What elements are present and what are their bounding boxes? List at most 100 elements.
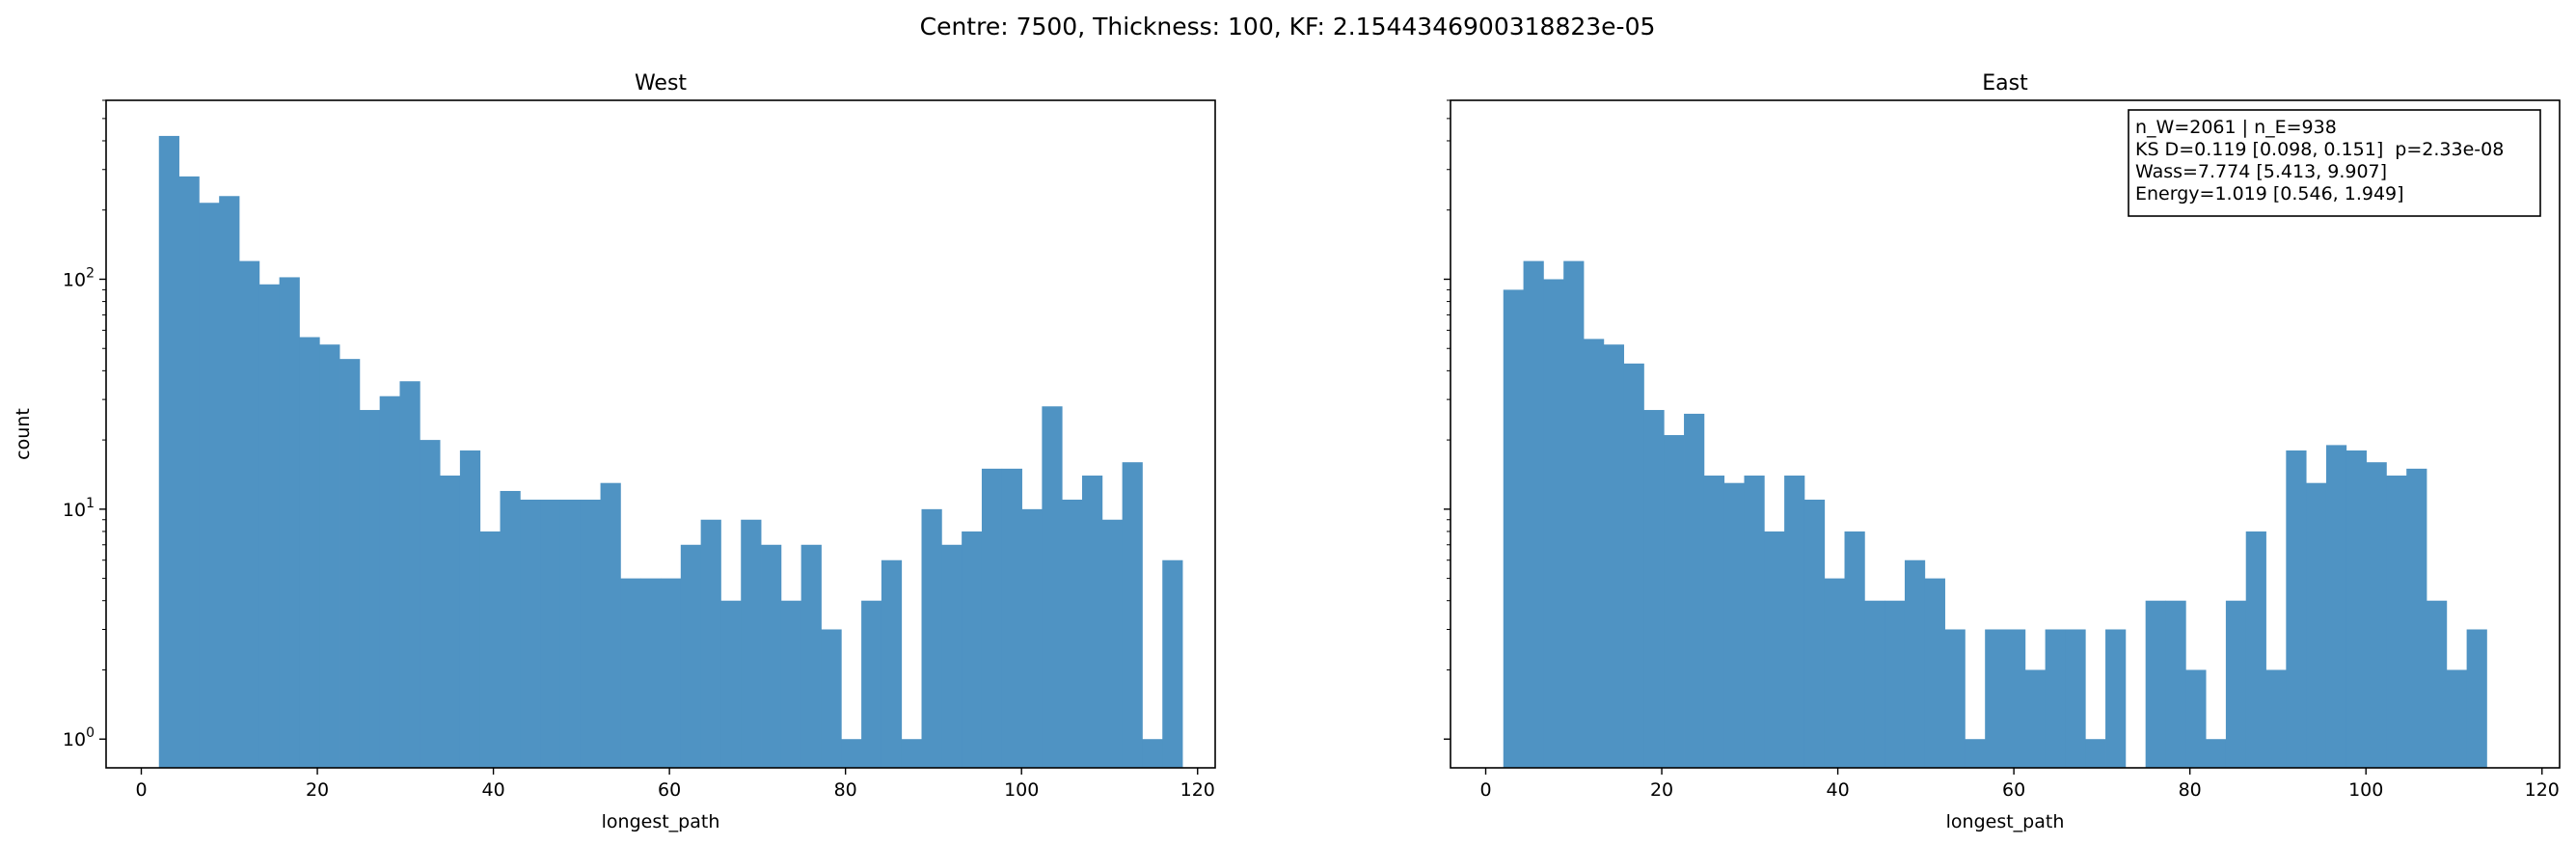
x-tick-label: 120 <box>2525 779 2560 801</box>
x-tick-label: 60 <box>2002 779 2025 801</box>
bar <box>1162 559 1183 768</box>
bar <box>1503 289 1524 768</box>
bar <box>780 600 802 768</box>
bar <box>2105 629 2127 768</box>
bar <box>640 578 662 768</box>
bar <box>2346 450 2367 768</box>
bar <box>379 395 400 768</box>
bar <box>1563 260 1585 768</box>
bar <box>559 499 582 768</box>
bar <box>219 196 240 768</box>
bar <box>2165 600 2186 768</box>
bar <box>1623 363 1644 768</box>
x-tick-label: 80 <box>834 779 857 801</box>
bar <box>2024 669 2047 768</box>
bar <box>1643 410 1665 768</box>
bar <box>1924 578 1945 768</box>
bar <box>2206 739 2227 768</box>
bar <box>440 476 461 768</box>
bar <box>981 468 1003 768</box>
bar <box>479 531 501 768</box>
bar <box>921 508 942 768</box>
bar <box>1985 629 2006 768</box>
bar <box>319 344 340 768</box>
x-tick-label: 20 <box>306 779 329 801</box>
bar <box>279 277 300 768</box>
x-tick-label: 120 <box>1180 779 1215 801</box>
bar <box>580 499 601 768</box>
bar <box>1042 406 1063 768</box>
bar <box>2386 476 2407 768</box>
bar <box>1723 482 1745 768</box>
bar <box>520 499 541 768</box>
bar <box>1764 531 1785 768</box>
histogram-west: 0 20 40 60 80 100 120 100 101 102 West longest_path… <box>13 71 1216 832</box>
bar <box>1904 559 1926 768</box>
bar <box>2466 629 2487 768</box>
bar <box>841 739 862 768</box>
stats-box: n_W=2061 | n_E=938 KS D=0.119 [0.098, 0.… <box>2128 109 2541 217</box>
x-tick-label: 100 <box>1004 779 1039 801</box>
y-axis-label: count <box>13 408 34 460</box>
bar <box>2065 629 2086 768</box>
panel-title: West <box>635 71 687 95</box>
stats-line-3: Wass=7.774 [5.413, 9.907] <box>2135 161 2387 182</box>
bar <box>339 359 361 768</box>
bar <box>1122 462 1143 768</box>
bar <box>2406 468 2427 768</box>
bar <box>1784 476 1805 768</box>
bar <box>2145 600 2166 768</box>
bar <box>1062 499 1083 768</box>
bar <box>600 482 621 768</box>
x-tick-label: 60 <box>658 779 681 801</box>
bar <box>761 544 782 768</box>
bar <box>700 519 721 768</box>
bar <box>2005 629 2026 768</box>
bar <box>199 203 220 768</box>
bar <box>962 531 983 768</box>
bar <box>620 578 641 768</box>
x-tick-label: 20 <box>1650 779 1673 801</box>
bar <box>1603 344 1625 768</box>
x-tick-label: 0 <box>1479 779 1491 801</box>
y-tick-label: 101 <box>63 496 95 521</box>
bar <box>1803 499 1826 768</box>
bar <box>239 260 260 768</box>
x-axis-label: longest_path <box>602 811 720 832</box>
stats-box-frame <box>2128 109 2541 217</box>
bar <box>1944 629 1966 768</box>
bar <box>2085 739 2106 768</box>
stats-line-1: n_W=2061 | n_E=938 <box>2135 117 2337 138</box>
histogram-east: 0 20 40 60 80 100 120 East longest_path <box>1444 71 2561 832</box>
y-tick-label: 100 <box>63 725 95 750</box>
bar <box>1744 476 1765 768</box>
bar <box>821 629 842 768</box>
bar <box>359 410 381 768</box>
bar <box>1965 739 1986 768</box>
bar <box>2325 445 2347 768</box>
stats-line-4: Energy=1.019 [0.546, 1.949] <box>2135 183 2404 204</box>
bar <box>680 544 702 768</box>
bar <box>861 600 882 768</box>
bar <box>1101 519 1124 768</box>
axes-frame <box>1450 99 2561 769</box>
stats-line-2: KS D=0.119 [0.098, 0.151] p=2.33e-08 <box>2135 139 2504 160</box>
bar <box>500 490 521 768</box>
figure-title: Centre: 7500, Thickness: 100, KF: 2.1544… <box>920 13 1656 41</box>
bar <box>1824 578 1845 768</box>
x-tick-label: 40 <box>1826 779 1849 801</box>
bar <box>1142 739 1163 768</box>
bar <box>1703 476 1725 768</box>
bar <box>2306 482 2327 768</box>
bar <box>1082 476 1103 768</box>
bar <box>2245 531 2266 768</box>
bar <box>1885 600 1906 768</box>
bar <box>299 337 320 768</box>
bar <box>941 544 963 768</box>
bar <box>661 578 682 768</box>
bar <box>1844 531 1865 768</box>
bar <box>420 440 441 768</box>
x-tick-label: 0 <box>135 779 147 801</box>
bar <box>2225 600 2247 768</box>
bar <box>2265 669 2287 768</box>
